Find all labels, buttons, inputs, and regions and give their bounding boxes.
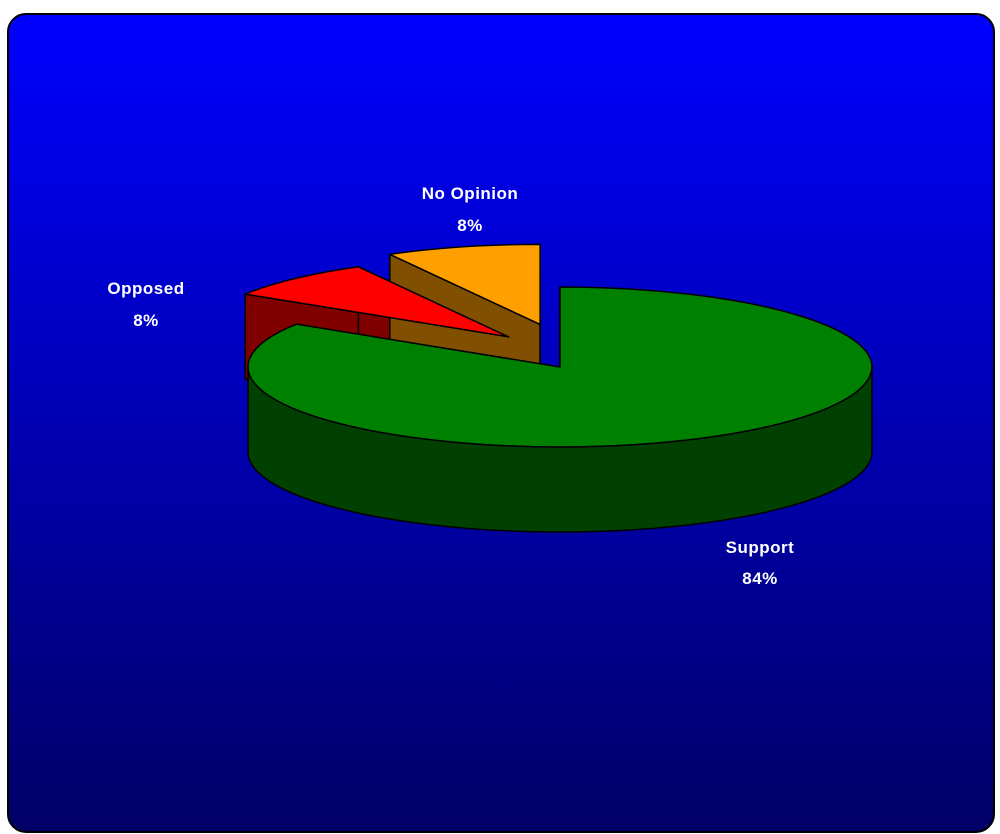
label-no-opinion-category: No Opinion (422, 184, 519, 203)
pie-slice-opposed (244, 266, 510, 338)
label-opposed-value: 8% (133, 311, 159, 330)
pie-front-rim (247, 366, 873, 533)
pie-labels: Support 84% Opposed 8% No Opinion 8% (107, 184, 795, 588)
pie-slice-no-opinion (389, 243, 541, 326)
label-opposed-category: Opposed (107, 279, 184, 298)
pie-slice-tops (244, 243, 873, 448)
label-support-value: 84% (742, 569, 778, 588)
pie-front-rim-0 (247, 366, 873, 533)
label-no-opinion-value: 8% (457, 216, 483, 235)
label-support-category: Support (726, 538, 795, 557)
